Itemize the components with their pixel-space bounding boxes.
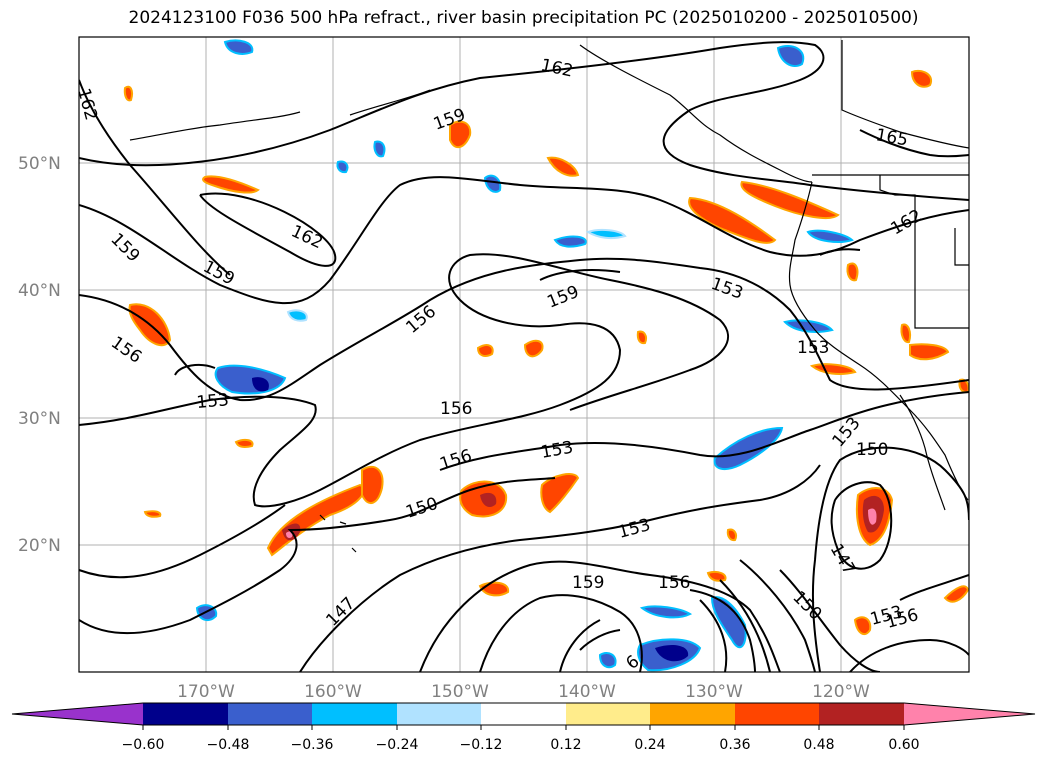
- contour-label: 150: [856, 440, 888, 460]
- contour-label: 156: [440, 399, 472, 419]
- map-title: 2024123100 F036 500 hPa refract., river …: [128, 8, 919, 28]
- map-frame: [78, 36, 970, 673]
- colorbar-tick-label: 0.36: [719, 737, 750, 753]
- lon-label: 150°W: [431, 682, 489, 702]
- coastlines: [129, 40, 969, 553]
- lat-label: 20°N: [18, 536, 61, 556]
- colorbar: −0.60 −0.48 −0.36 −0.24 −0.12 0.12 0.24 …: [11, 702, 1036, 753]
- contour-lines: [79, 41, 969, 672]
- precip-negative-regions: [195, 39, 854, 672]
- colorbar-tick-label: −0.12: [460, 737, 503, 753]
- contour-label: 159: [572, 573, 604, 593]
- longitude-labels: 170°W 160°W 150°W 140°W 130°W 120°W: [177, 682, 870, 702]
- colorbar-tick-label: −0.48: [207, 737, 250, 753]
- colorbar-segment: [819, 703, 904, 725]
- contour-label: 153: [196, 390, 230, 413]
- lat-label: 30°N: [18, 409, 61, 429]
- colorbar-extend-min: [12, 703, 143, 725]
- lon-label: 120°W: [812, 682, 870, 702]
- lon-label: 160°W: [304, 682, 362, 702]
- contour-label: 153: [797, 338, 829, 358]
- colorbar-segment: [312, 703, 397, 725]
- colorbar-tick-label: −0.36: [291, 737, 334, 753]
- colorbar-segment: [566, 703, 650, 725]
- latitude-labels: 50°N 40°N 30°N 20°N: [18, 154, 61, 556]
- colorbar-segment: [650, 703, 735, 725]
- map-panel: [79, 37, 969, 672]
- lat-label: 40°N: [18, 281, 61, 301]
- lon-label: 130°W: [685, 682, 743, 702]
- lat-label: 50°N: [18, 154, 61, 174]
- lon-label: 170°W: [177, 682, 235, 702]
- colorbar-segment: [228, 703, 312, 725]
- colorbar-extend-max: [904, 703, 1035, 725]
- colorbar-tick-label: −0.24: [376, 737, 419, 753]
- contour-label: 156: [658, 573, 690, 593]
- colorbar-segment: [735, 703, 819, 725]
- colorbar-tick-label: 0.24: [634, 737, 665, 753]
- colorbar-tick-label: 0.12: [550, 737, 581, 753]
- gridlines: [79, 37, 969, 672]
- colorbar-segment: [397, 703, 481, 725]
- colorbar-segment: [481, 703, 566, 725]
- colorbar-tick-label: −0.60: [122, 737, 165, 753]
- colorbar-tick-label: 0.60: [888, 737, 919, 753]
- lon-label: 140°W: [558, 682, 616, 702]
- colorbar-segment: [143, 703, 228, 725]
- colorbar-tick-label: 0.48: [803, 737, 834, 753]
